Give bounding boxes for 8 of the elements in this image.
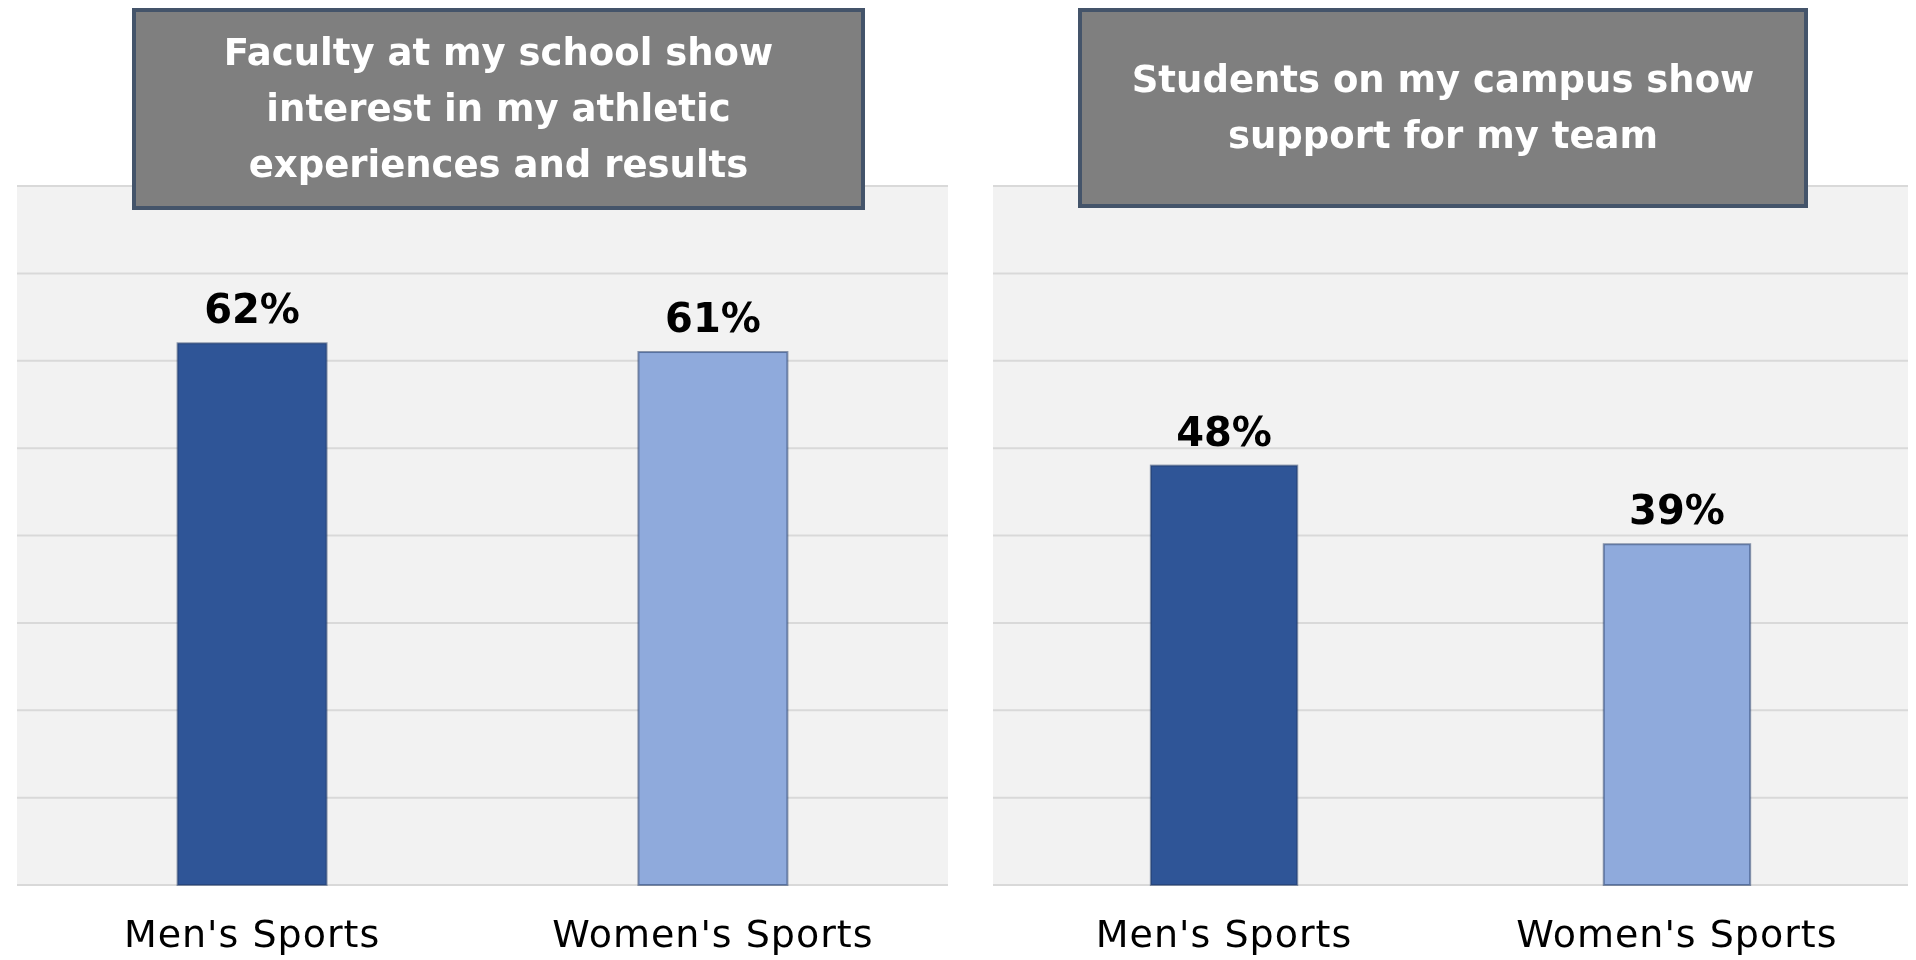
data-label: 62% [204, 286, 300, 333]
data-label: 61% [665, 295, 761, 342]
x-tick-label: Men's Sports [123, 912, 381, 956]
x-tick-label: Women's Sports [1516, 912, 1838, 956]
x-tick-label: Men's Sports [1095, 912, 1353, 956]
data-label: 48% [1176, 408, 1272, 455]
x-tick-label: Women's Sports [552, 912, 874, 956]
data-label: 39% [1629, 487, 1725, 534]
